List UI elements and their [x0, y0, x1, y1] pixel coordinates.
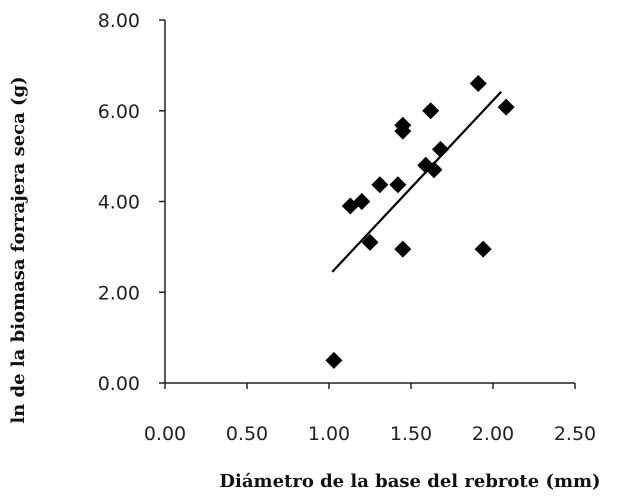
data-point: [353, 193, 371, 210]
trendline: [331, 90, 503, 273]
data-point: [394, 116, 412, 134]
data-point: [422, 102, 440, 120]
y-tick-label: 6.00: [98, 101, 140, 123]
data-point: [371, 176, 389, 194]
y-tick-label: 8.00: [98, 10, 140, 32]
data-point: [361, 233, 379, 251]
data-point: [497, 98, 515, 116]
y-tick-label: 2.00: [98, 282, 140, 304]
x-tick-label: 2.00: [472, 423, 514, 445]
y-tick-label: 0.00: [98, 373, 140, 395]
data-point: [394, 240, 412, 258]
x-tick-label: 1.00: [308, 423, 350, 445]
data-point: [469, 75, 487, 93]
x-axis-title: Diámetro de la base del rebrote (mm): [219, 471, 600, 492]
x-tick-label: 0.00: [144, 423, 186, 445]
data-points: [325, 75, 515, 369]
plot-area: 0.00 0.50 1.00 1.50 2.00 2.50 0.00 2.00 4.00 6.0…: [98, 10, 596, 445]
x-tick-label: 0.50: [226, 423, 268, 445]
y-axis-ticks: 0.00 2.00 4.00 6.00 8.00: [98, 10, 165, 395]
data-point: [425, 161, 443, 179]
data-point: [432, 140, 450, 158]
x-tick-label: 2.50: [554, 423, 596, 445]
data-point: [474, 240, 492, 258]
x-tick-label: 1.50: [390, 423, 432, 445]
data-point: [389, 176, 407, 194]
y-tick-label: 4.00: [98, 192, 140, 214]
data-point: [325, 351, 343, 369]
x-axis-ticks: 0.00 0.50 1.00 1.50 2.00 2.50: [144, 383, 596, 445]
y-axis-title: ln de la biomasa forrajera seca (g): [8, 76, 29, 423]
